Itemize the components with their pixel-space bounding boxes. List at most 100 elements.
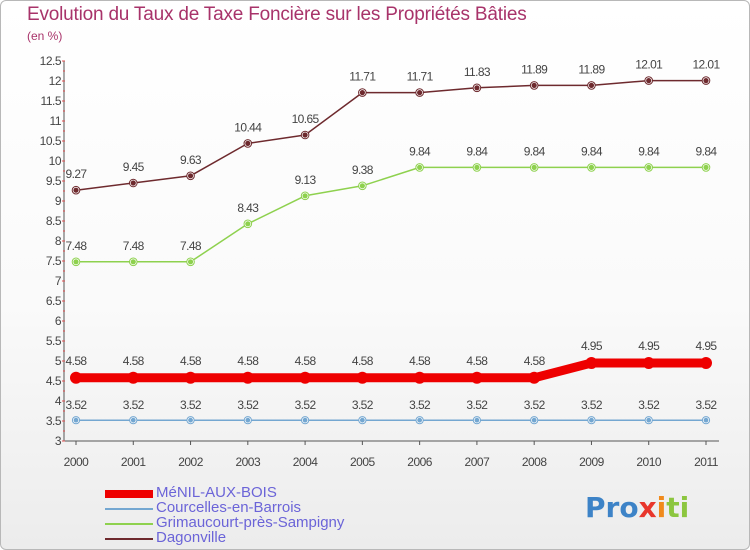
- data-label-dagonville: 12.01: [692, 58, 720, 72]
- y-tick-label: 3.5: [46, 414, 62, 428]
- data-label-courcelles-en-barrois: 3.52: [123, 398, 145, 412]
- y-tick-label: 6.5: [46, 294, 62, 308]
- chart-subtitle: (en %): [27, 29, 63, 43]
- series-line-m-nil-aux-bois: [71, 358, 711, 383]
- y-tick-label: 12.5: [40, 54, 62, 68]
- y-tick-label: 11.5: [41, 94, 62, 108]
- data-point-core-courcelles-en-barrois: [188, 417, 193, 423]
- data-point-core-dagonville: [588, 82, 595, 88]
- data-label-m-nil-aux-bois: 4.58: [295, 354, 317, 368]
- legend-label-m-nil-aux-bois: MéNIL-AUX-BOIS: [156, 484, 277, 501]
- data-label-courcelles-en-barrois: 3.52: [466, 398, 488, 412]
- data-point-core-grimaucourt-pr-s-sampigny: [417, 164, 423, 170]
- data-point-core-grimaucourt-pr-s-sampigny: [531, 164, 537, 170]
- data-point-core-courcelles-en-barrois: [531, 417, 537, 423]
- y-tick-label: 6: [55, 314, 62, 328]
- data-label-m-nil-aux-bois: 4.58: [352, 354, 374, 368]
- x-tick-label: 2000: [64, 455, 90, 469]
- data-point-core-courcelles-en-barrois: [302, 417, 308, 423]
- data-point-core-courcelles-en-barrois: [359, 417, 365, 423]
- data-label-grimaucourt-pr-s-sampigny: 7.48: [123, 239, 145, 253]
- y-tick-label: 9.5: [46, 174, 62, 188]
- data-point-m-nil-aux-bois: [700, 357, 712, 369]
- logo-part-1: Pro: [585, 491, 639, 524]
- data-point-core-dagonville: [703, 78, 709, 84]
- logo-part-2: x: [638, 491, 657, 524]
- data-label-grimaucourt-pr-s-sampigny: 7.48: [66, 239, 88, 253]
- data-label-courcelles-en-barrois: 3.52: [237, 398, 259, 412]
- data-label-dagonville: 9.27: [66, 167, 88, 181]
- data-point-core-grimaucourt-pr-s-sampigny: [73, 259, 79, 265]
- data-point-core-grimaucourt-pr-s-sampigny: [646, 164, 652, 170]
- x-tick-label: 2007: [465, 455, 491, 469]
- y-tick-label: 11: [50, 114, 62, 128]
- data-label-dagonville: 11.83: [464, 65, 491, 79]
- data-label-m-nil-aux-bois: 4.58: [466, 354, 488, 368]
- data-point-core-dagonville: [245, 140, 251, 146]
- data-label-m-nil-aux-bois: 4.95: [581, 339, 603, 353]
- data-point-core-courcelles-en-barrois: [417, 417, 423, 423]
- data-label-courcelles-en-barrois: 3.52: [581, 398, 603, 412]
- data-label-courcelles-en-barrois: 3.52: [180, 398, 202, 412]
- x-tick-label: 2010: [636, 455, 662, 469]
- data-point-core-dagonville: [531, 82, 537, 88]
- x-tick-label: 2002: [178, 455, 204, 469]
- y-tick-label: 7: [55, 274, 62, 288]
- data-point-core-courcelles-en-barrois: [589, 417, 594, 423]
- data-point-core-dagonville: [417, 90, 423, 96]
- data-label-courcelles-en-barrois: 3.52: [638, 398, 660, 412]
- data-label-courcelles-en-barrois: 3.52: [66, 398, 88, 412]
- data-point-core-grimaucourt-pr-s-sampigny: [130, 259, 136, 265]
- data-label-courcelles-en-barrois: 3.52: [295, 398, 317, 412]
- data-point-core-grimaucourt-pr-s-sampigny: [187, 259, 194, 265]
- data-point-m-nil-aux-bois: [356, 371, 369, 384]
- data-point-core-grimaucourt-pr-s-sampigny: [359, 183, 365, 189]
- data-label-m-nil-aux-bois: 4.58: [409, 354, 431, 368]
- data-point-m-nil-aux-bois: [413, 371, 426, 384]
- logo-part-3: i: [656, 491, 667, 524]
- data-label-grimaucourt-pr-s-sampigny: 9.84: [466, 144, 488, 158]
- data-point-m-nil-aux-bois: [470, 371, 483, 384]
- data-label-dagonville: 11.89: [578, 62, 605, 76]
- data-point-core-dagonville: [474, 85, 480, 91]
- y-tick-label: 3: [55, 434, 62, 448]
- y-tick-label: 4: [55, 394, 62, 408]
- x-tick-label: 2006: [407, 455, 433, 469]
- data-point-core-grimaucourt-pr-s-sampigny: [245, 221, 251, 227]
- data-point-core-courcelles-en-barrois: [474, 417, 480, 423]
- legend-swatch-m-nil-aux-bois: [105, 490, 153, 498]
- y-tick-label: 10.5: [40, 134, 62, 148]
- proxiti-logo: Proxiti: [585, 491, 689, 524]
- data-label-grimaucourt-pr-s-sampigny: 9.84: [409, 144, 431, 158]
- data-label-courcelles-en-barrois: 3.52: [409, 398, 431, 412]
- data-point-m-nil-aux-bois: [528, 371, 541, 384]
- y-tick-label: 10: [49, 154, 62, 168]
- data-label-dagonville: 9.45: [123, 160, 145, 174]
- data-label-grimaucourt-pr-s-sampigny: 9.84: [524, 144, 546, 158]
- data-label-grimaucourt-pr-s-sampigny: 9.13: [295, 173, 317, 187]
- data-label-dagonville: 11.71: [407, 70, 434, 84]
- logo-part-4: ti: [666, 491, 690, 524]
- y-tick-label: 4.5: [46, 374, 62, 388]
- data-point-core-dagonville: [130, 180, 136, 186]
- data-point-m-nil-aux-bois: [585, 357, 598, 369]
- data-label-m-nil-aux-bois: 4.58: [66, 354, 88, 368]
- legend-swatch-dagonville: [105, 538, 153, 540]
- series-line-dagonville: [75, 79, 707, 191]
- data-point-m-nil-aux-bois: [299, 371, 312, 384]
- data-label-m-nil-aux-bois: 4.58: [180, 354, 202, 368]
- data-point-core-courcelles-en-barrois: [245, 417, 251, 423]
- data-label-grimaucourt-pr-s-sampigny: 9.84: [581, 144, 603, 158]
- data-point-m-nil-aux-bois: [642, 357, 655, 369]
- data-label-grimaucourt-pr-s-sampigny: 9.84: [696, 144, 718, 158]
- data-label-courcelles-en-barrois: 3.52: [524, 398, 546, 412]
- data-point-core-courcelles-en-barrois: [703, 417, 709, 423]
- data-point-core-dagonville: [646, 78, 652, 84]
- y-tick-label: 9: [55, 194, 62, 208]
- data-point-core-grimaucourt-pr-s-sampigny: [302, 193, 308, 199]
- data-point-core-courcelles-en-barrois: [73, 417, 79, 423]
- data-label-grimaucourt-pr-s-sampigny: 8.43: [237, 201, 259, 215]
- data-label-m-nil-aux-bois: 4.58: [123, 354, 145, 368]
- x-tick-label: 2009: [579, 455, 605, 469]
